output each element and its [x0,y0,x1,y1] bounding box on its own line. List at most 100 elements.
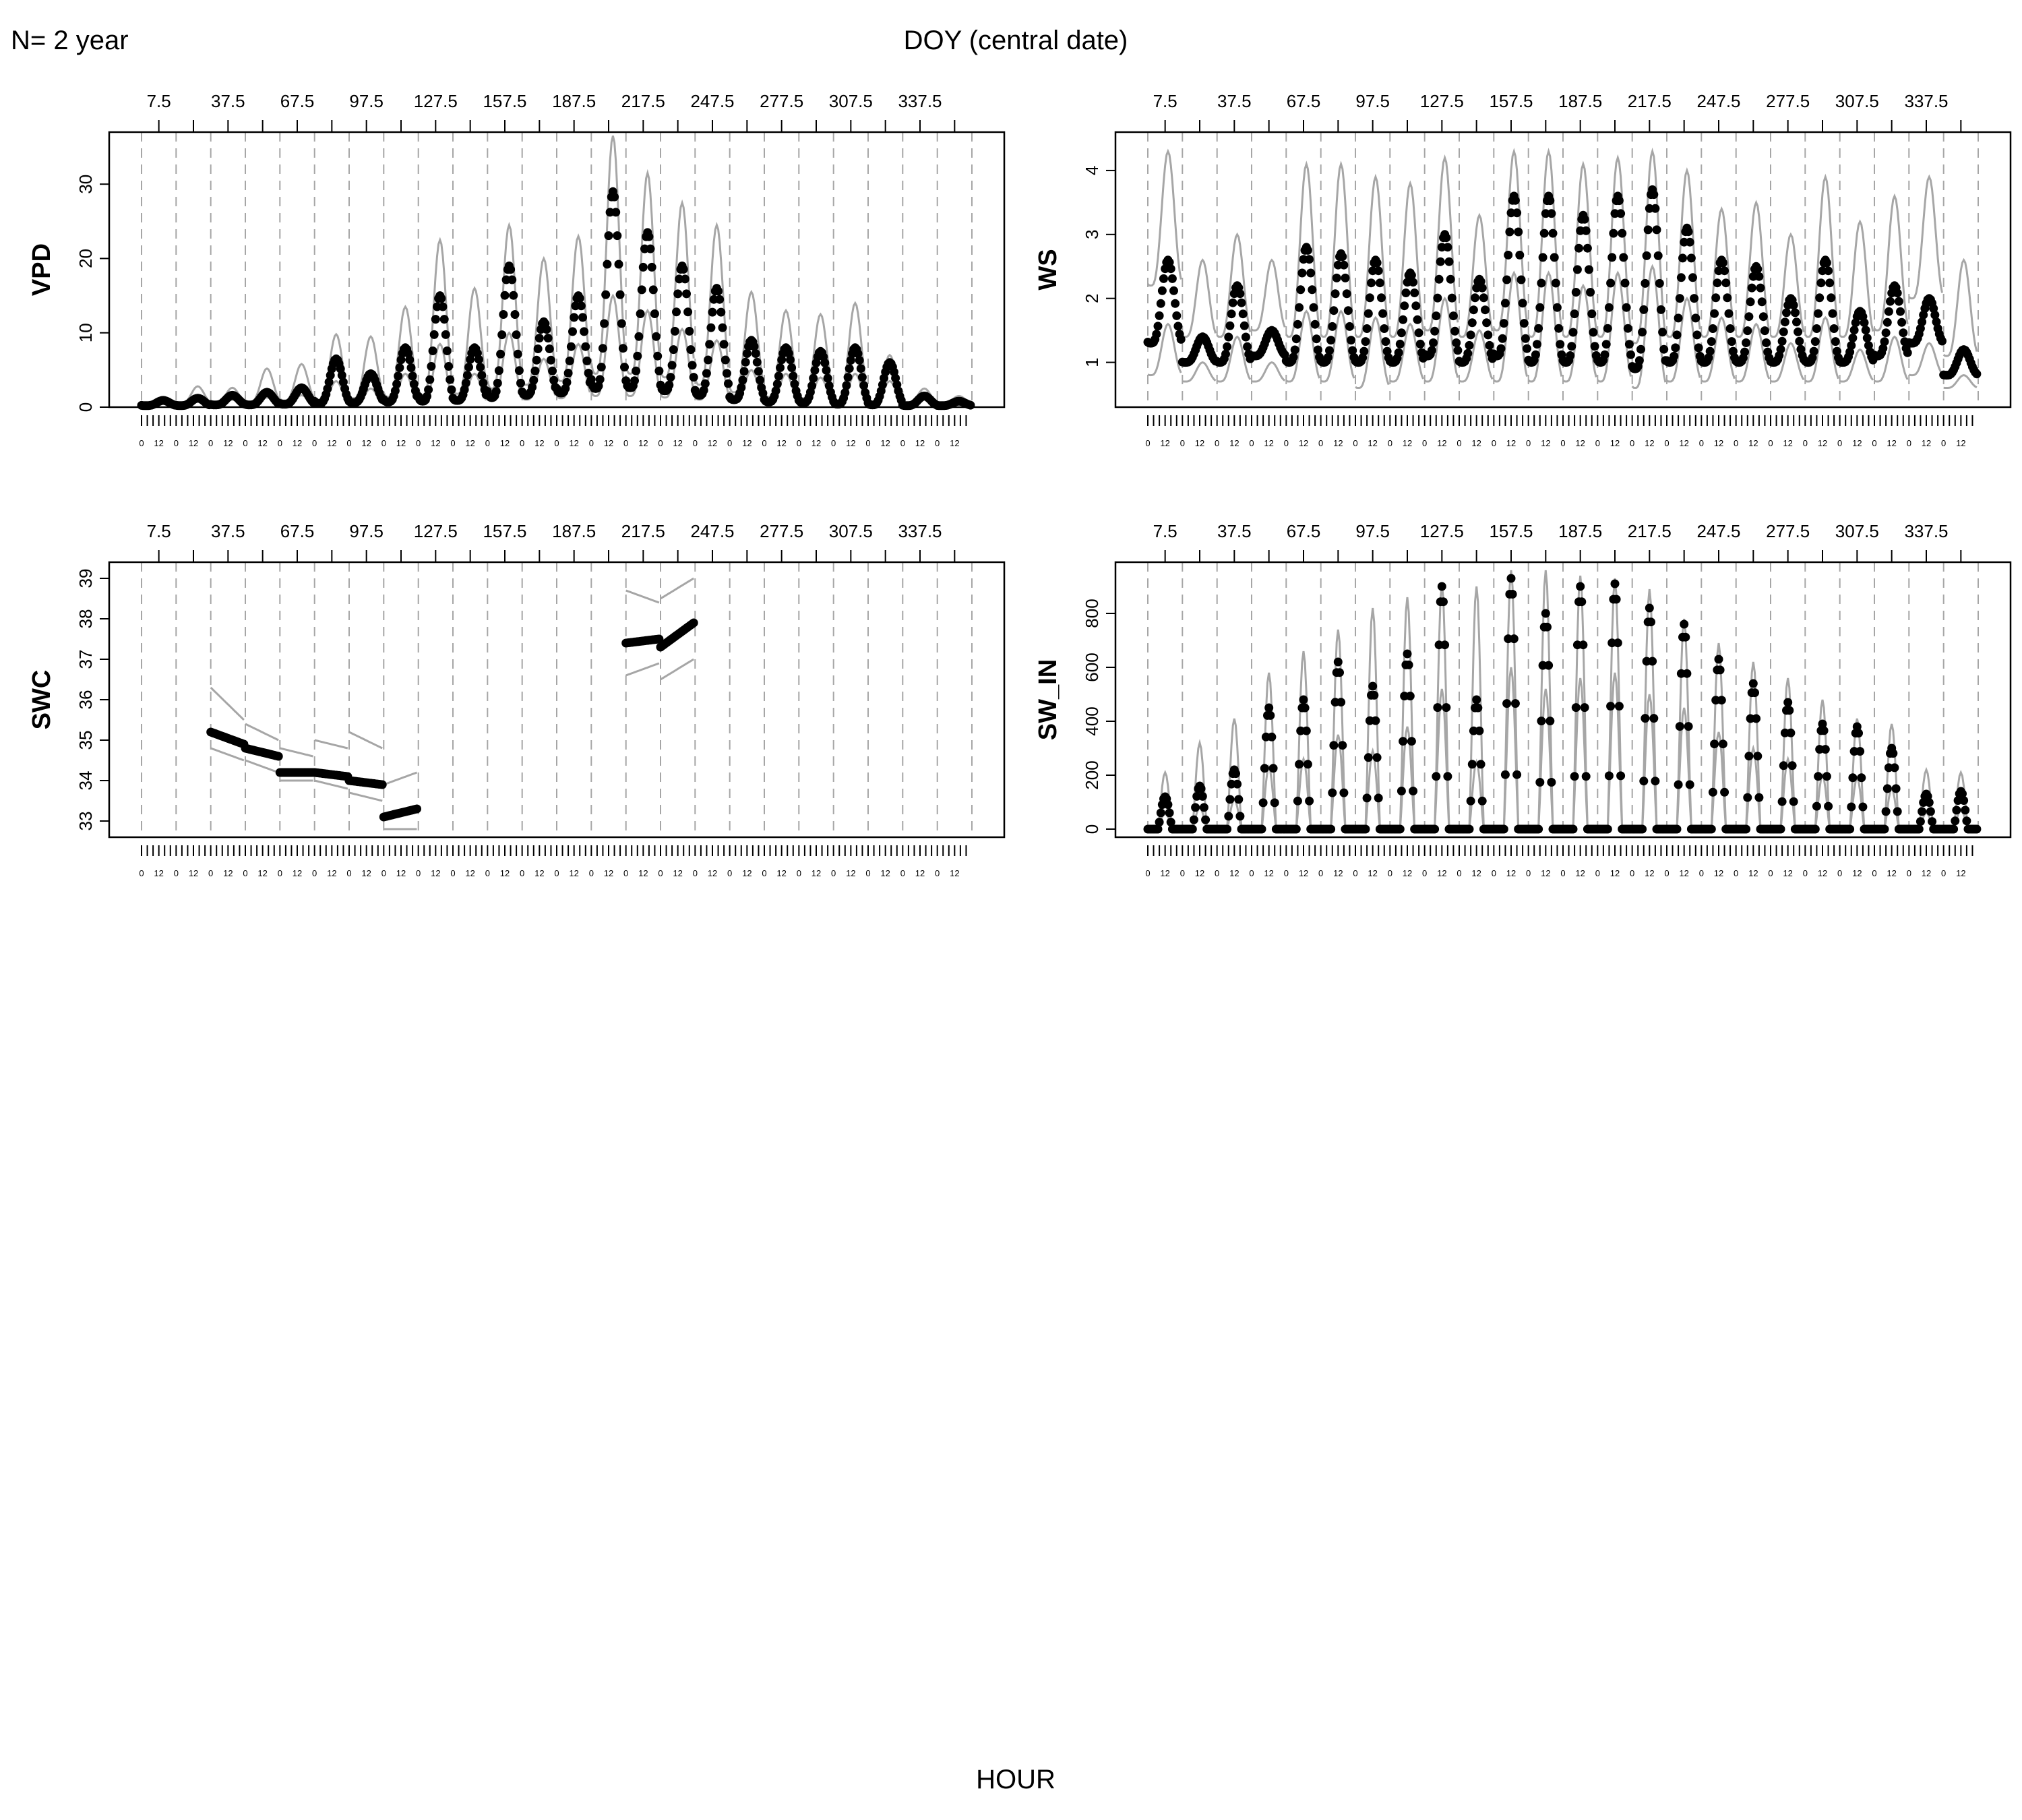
median-point [1690,294,1699,303]
median-point [1810,824,1820,834]
median-point [1541,609,1550,618]
median-point [672,307,681,317]
median-point [1743,326,1752,336]
band-lower-line [1320,734,1354,830]
band-upper-line [452,286,487,395]
band-upper-line [1563,575,1597,830]
median-point [1378,309,1388,318]
hour-tick-label: 12 [1506,438,1516,448]
hour-tick-label: 12 [742,868,752,878]
median-point [1914,824,1924,834]
hour-tick-label: 0 [520,438,524,448]
median-point [1367,278,1376,288]
median-point [1442,703,1451,712]
median-point [1550,253,1559,262]
hour-tick-label: 12 [361,868,371,878]
top-tick-label: 337.5 [1904,91,1948,111]
median-point [1235,289,1245,299]
median-point [673,289,683,299]
median-point [1678,253,1687,263]
median-point [1537,278,1546,288]
median-point [545,344,554,353]
median-point [636,309,645,318]
median-point [665,380,674,390]
median-point [1556,340,1565,349]
median-point [1313,345,1322,355]
median-point [497,330,507,340]
median-point [1339,260,1349,270]
hour-tick-label: 0 [1457,438,1461,448]
band-lower-line [1147,322,1182,377]
median-point [1612,595,1621,604]
median-point [1235,812,1245,821]
median-point [1173,322,1183,331]
hour-tick-label: 0 [1388,868,1392,878]
median-point [1400,301,1409,311]
median-point [716,307,726,317]
band-upper-line [1631,147,1667,344]
median-point [1705,346,1715,356]
median-point [1337,698,1346,707]
median-point [1432,311,1441,321]
hour-tick-label: 12 [915,438,925,448]
median-point [442,346,452,355]
hour-tick-label: 0 [1145,438,1150,448]
median-point [1828,309,1837,318]
median-point [543,334,553,343]
y-tick-label: 34 [75,771,96,791]
hour-tick-label: 12 [1541,438,1550,448]
median-point [1159,274,1168,283]
hour-tick-label: 12 [811,868,821,878]
median-point [1754,272,1764,281]
median-point [648,285,658,295]
median-point [1825,278,1835,288]
hour-tick-label: 0 [346,438,351,448]
hour-tick-label: 0 [1249,438,1254,448]
median-point [1897,317,1907,327]
band-upper-line [1389,180,1424,338]
hour-tick-label: 0 [623,868,628,878]
median-point [423,392,431,401]
hour-tick-label: 0 [1907,868,1911,878]
band-upper-line [1182,258,1217,338]
hour-tick-label: 12 [1264,438,1273,448]
median-point [1624,340,1634,349]
median-point [1312,334,1321,344]
band-upper-line [660,577,694,600]
median-point [1959,796,1969,805]
panel-vpd: 0 10 20 30 VPD 7.5 37.5 67.5 97.5 127.5 157.5 187.5… [28,91,1006,448]
median-point [1752,714,1761,723]
median-point [506,265,516,274]
band-upper-line [590,135,625,375]
hour-tick-label: 12 [1922,438,1931,448]
median-point [1636,344,1645,354]
hour-tick-label: 12 [1437,438,1446,448]
median-point [1643,225,1653,235]
median-point [532,355,541,365]
band-upper-line [521,255,557,386]
median-point [1234,795,1244,804]
median-point [1370,690,1379,700]
median-point [595,375,605,384]
median-point [1306,268,1316,278]
median-point [1680,619,1689,629]
median-point [857,373,867,382]
hour-tick-label: 12 [1679,868,1688,878]
median-point [1167,274,1177,283]
median-point [1165,808,1174,818]
y-tick-label: 38 [75,609,96,629]
median-point [1401,289,1411,297]
band-lower-line [1251,361,1286,383]
median-point [856,364,865,373]
median-point [1810,337,1820,346]
median-point [1407,737,1416,746]
median-point [653,351,663,361]
top-tick-label: 217.5 [621,91,665,111]
hour-tick-label: 12 [1229,438,1239,448]
median-point [1647,617,1655,627]
hour-tick-label: 12 [1748,438,1758,448]
band-upper-line [210,686,245,721]
median-point [437,294,446,303]
median-point [1241,332,1250,342]
median-point [840,388,850,397]
